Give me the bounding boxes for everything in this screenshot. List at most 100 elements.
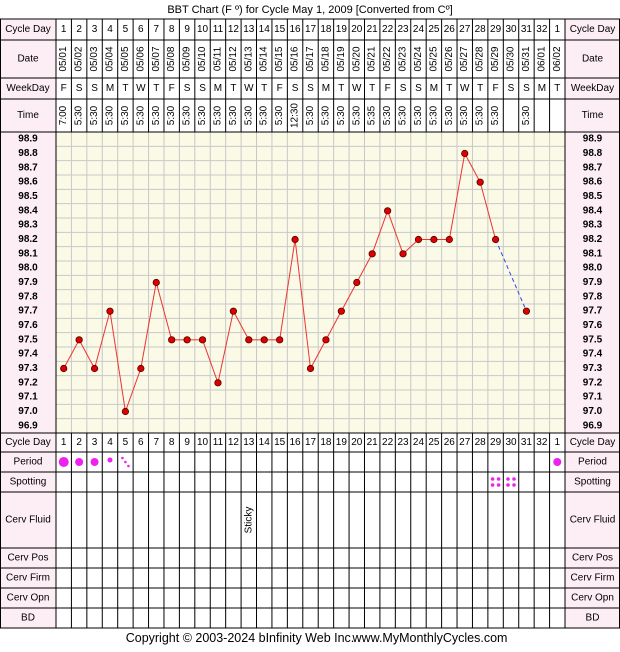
cycle-day-label-bottom: 16: [290, 437, 302, 448]
y-tick-label-right: 97.5: [583, 334, 603, 345]
row-label-right-cerv-pos: Cerv Pos: [572, 553, 613, 564]
cycle-day-label: 27: [459, 24, 471, 35]
period-marker-medium: [75, 458, 84, 466]
date-label: 05/20: [351, 46, 362, 71]
temperature-point: [152, 278, 160, 287]
time-label: 5:30: [197, 105, 208, 125]
cycle-day-label-bottom: 1: [555, 437, 561, 448]
temperature-line-segment: [140, 282, 157, 369]
row-label-right-cycle-day-bottom: Cycle Day: [570, 437, 616, 448]
weekday-label: F: [385, 83, 391, 94]
temperature-line-segment: [63, 339, 80, 369]
cycle-day-label: 13: [243, 24, 255, 35]
date-label: 05/30: [506, 46, 517, 71]
row-label-left-cycle-day: Cycle Day: [5, 24, 51, 35]
time-label: 5:30: [104, 105, 115, 125]
weekday-label: M: [214, 83, 222, 94]
cycle-day-label: 2: [76, 24, 82, 35]
date-label: 05/26: [444, 46, 455, 71]
weekday-label: M: [106, 83, 114, 94]
row-label-left-cerv-pos: Cerv Pos: [7, 553, 48, 564]
row-label-left-spotting: Spotting: [10, 477, 47, 488]
row-label-left-period: Period: [14, 457, 43, 468]
y-tick-label-left: 98.6: [18, 177, 38, 188]
cycle-day-label: 1: [61, 24, 67, 35]
cycle-day-label-bottom: 27: [459, 437, 471, 448]
y-tick-label-left: 98.2: [18, 234, 38, 245]
cycle-day-label: 29: [490, 24, 502, 35]
cycle-day-label: 16: [290, 24, 302, 35]
y-tick-label-left: 97.0: [18, 406, 38, 417]
weekday-label: T: [369, 83, 375, 94]
period-marker-medium: [553, 458, 562, 466]
cycle-day-label-bottom: 30: [505, 437, 517, 448]
weekday-label: T: [554, 83, 560, 94]
temperature-point: [445, 235, 453, 244]
y-tick-label-right: 97.7: [583, 306, 603, 317]
weekday-label: M: [538, 83, 546, 94]
time-label: 5:30: [259, 105, 270, 125]
cycle-day-label: 25: [428, 24, 440, 35]
date-label: 05/01: [58, 46, 69, 71]
cycle-day-label-bottom: 7: [153, 437, 159, 448]
cycle-day-label: 30: [505, 24, 517, 35]
y-tick-label-left: 98.5: [18, 191, 38, 202]
date-label: 05/18: [320, 46, 331, 71]
row-label-left-time: Time: [17, 110, 39, 121]
temperature-point: [245, 336, 253, 344]
date-label: 05/15: [274, 46, 285, 71]
weekday-label: W: [352, 83, 362, 94]
time-label: 5:30: [336, 105, 347, 125]
time-label: 5:30: [305, 105, 316, 125]
cycle-day-label: 21: [367, 24, 379, 35]
cycle-day-label-bottom: 5: [123, 437, 129, 448]
cycle-day-label: 31: [521, 24, 533, 35]
weekday-label: W: [244, 83, 254, 94]
y-tick-label-left: 97.7: [18, 306, 38, 317]
weekday-label: S: [508, 83, 515, 94]
temperature-point: [60, 364, 68, 373]
date-label: 05/07: [151, 46, 162, 71]
time-label: 5:30: [521, 105, 532, 125]
time-label: 5:35: [367, 105, 378, 125]
time-label: 5:30: [89, 105, 100, 125]
cycle-day-label-bottom: 31: [521, 437, 533, 448]
cycle-day-label: 1: [555, 24, 561, 35]
temperature-point: [399, 250, 407, 258]
temperature-line-segment: [371, 210, 389, 255]
y-tick-label-left: 98.4: [18, 205, 38, 216]
weekday-label: S: [307, 83, 314, 94]
date-label: 05/09: [182, 46, 193, 71]
y-tick-label-left: 97.9: [18, 277, 38, 288]
row-label-right-date: Date: [582, 54, 604, 65]
cycle-day-label: 20: [351, 24, 363, 35]
row-label-right-cerv-fluid: Cerv Fluid: [570, 515, 616, 526]
temperature-line-segment: [464, 153, 481, 183]
y-tick-label-right: 98.0: [583, 263, 603, 274]
cycle-day-label-bottom: 6: [138, 437, 144, 448]
y-tick-label-right: 98.3: [583, 220, 603, 231]
temperature-point: [461, 149, 469, 158]
weekday-label: F: [277, 83, 283, 94]
temperature-point: [276, 336, 284, 344]
cycle-day-label: 4: [107, 24, 113, 35]
date-label: 05/25: [428, 46, 439, 71]
cycle-day-label-bottom: 10: [197, 437, 209, 448]
date-label: 06/01: [536, 46, 547, 71]
weekday-label: T: [446, 83, 452, 94]
weekday-label: T: [230, 83, 236, 94]
weekday-label: W: [136, 83, 146, 94]
y-tick-label-right: 98.7: [583, 162, 603, 173]
weekday-label: S: [523, 83, 530, 94]
temperature-line-segment: [279, 239, 296, 340]
date-label: 05/02: [74, 46, 85, 71]
cycle-day-label-bottom: 2: [76, 437, 82, 448]
temperature-point: [491, 235, 500, 244]
temperature-line-segment: [448, 153, 466, 240]
temperature-line-segment: [325, 310, 342, 341]
row-label-left-date: Date: [17, 54, 39, 65]
temperature-point: [291, 235, 299, 244]
time-label: 5:30: [212, 105, 223, 125]
time-label: 5:30: [182, 105, 193, 125]
temperature-point: [168, 336, 176, 344]
